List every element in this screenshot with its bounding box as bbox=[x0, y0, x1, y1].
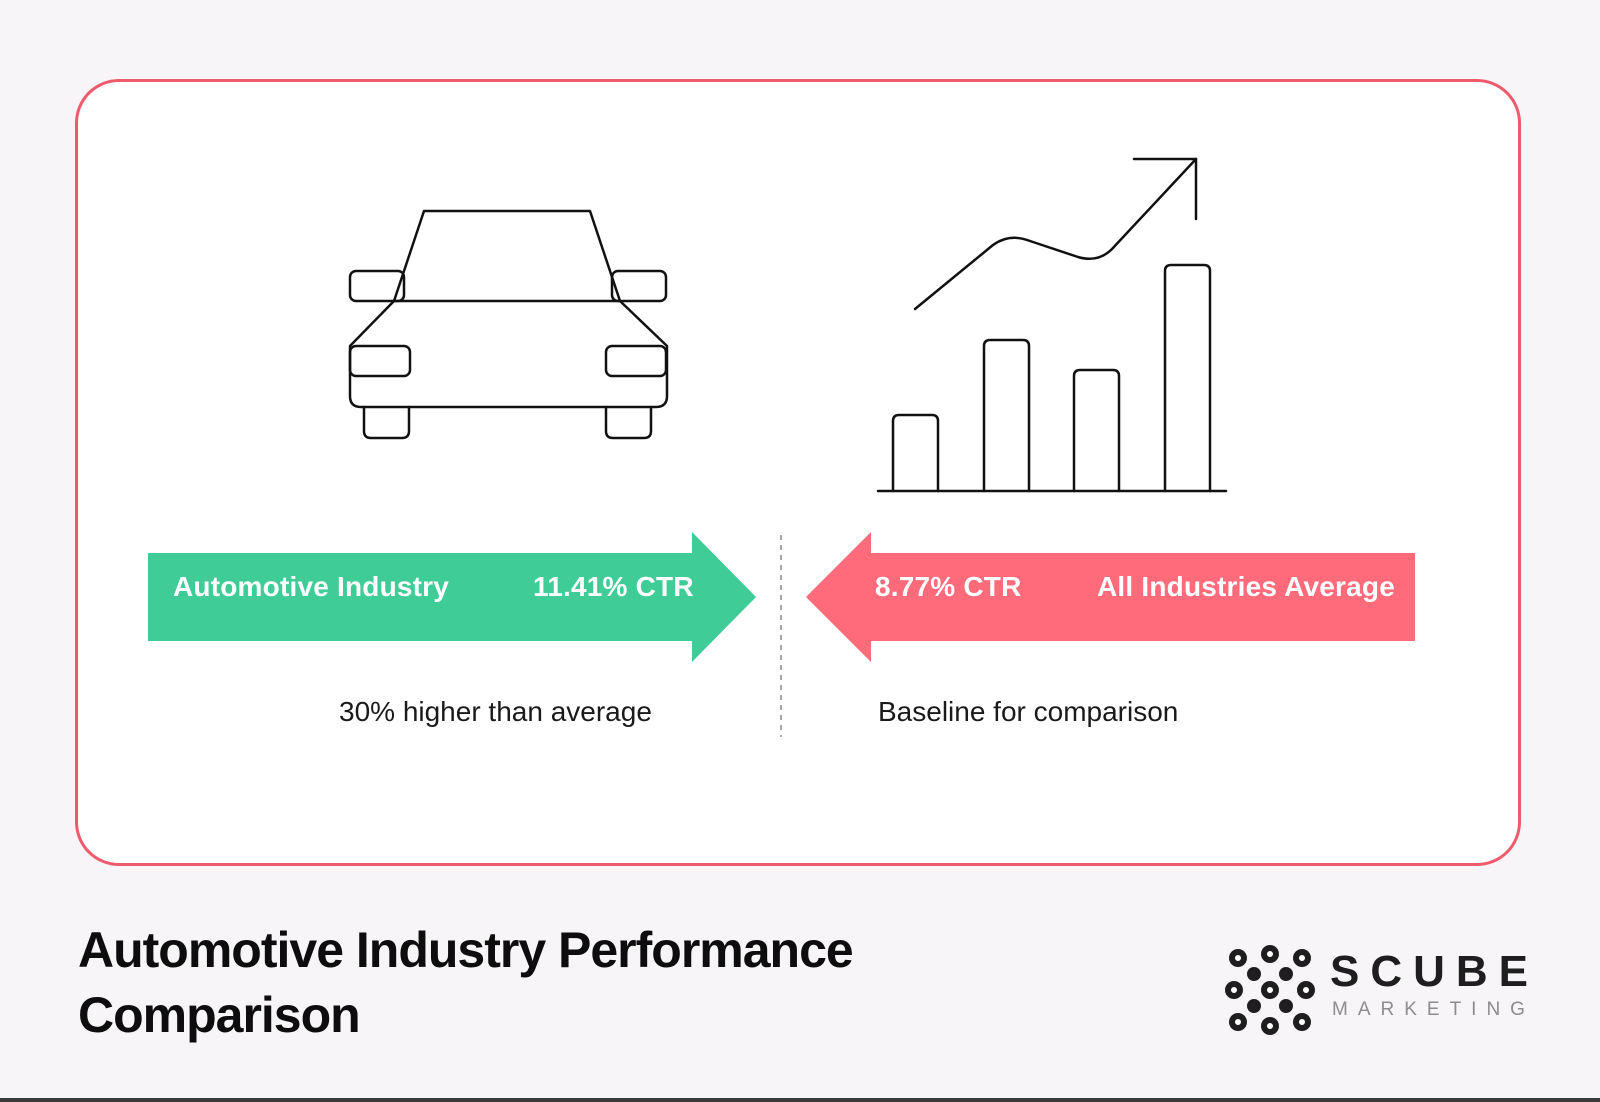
average-label: All Industries Average bbox=[1097, 571, 1395, 602]
scube-logo-icon bbox=[1225, 945, 1315, 1035]
brand-tagline: MARKETING bbox=[1332, 999, 1535, 1020]
bottom-border bbox=[0, 1098, 1600, 1102]
average-caption: Baseline for comparison bbox=[878, 696, 1179, 727]
automotive-arrow bbox=[148, 532, 756, 662]
automotive-label: Automotive Industry bbox=[173, 571, 450, 602]
car-front-icon bbox=[348, 209, 669, 440]
automotive-ctr-value: 11.41% CTR bbox=[533, 571, 694, 602]
comparison-card: Automotive Industry 11.41% CTR 8.77% CTR… bbox=[75, 79, 1521, 866]
automotive-caption: 30% higher than average bbox=[339, 696, 652, 727]
bar-chart-growth-icon bbox=[876, 157, 1228, 493]
average-arrow bbox=[806, 532, 1415, 662]
comparison-graphic bbox=[148, 157, 1415, 737]
page-title: Automotive Industry Performance Comparis… bbox=[78, 922, 854, 1043]
brand-name: SCUBE bbox=[1330, 947, 1540, 996]
average-ctr-value: 8.77% CTR bbox=[875, 571, 1022, 602]
